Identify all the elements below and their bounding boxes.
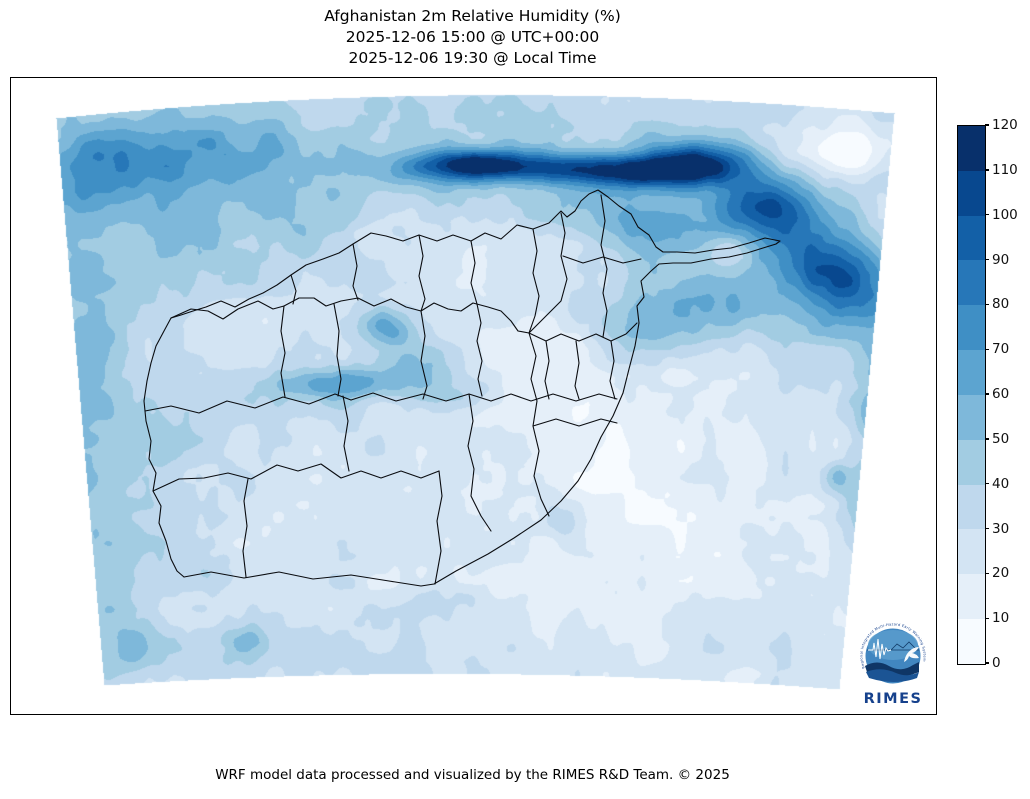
province-boundary-line <box>280 305 286 398</box>
colorbar-tick <box>985 527 989 530</box>
province-boundary-line <box>532 418 618 427</box>
colorbar-tick-label: 100 <box>992 206 1018 223</box>
province-boundary-line <box>342 395 350 472</box>
province-boundary-line <box>152 463 440 492</box>
colorbar-segment <box>958 394 985 440</box>
colorbar-segment <box>958 126 985 171</box>
bird-icon <box>904 647 919 662</box>
title-block: Afghanistan 2m Relative Humidity (%) 202… <box>10 6 935 69</box>
colorbar-tick-label: 60 <box>992 386 1010 402</box>
colorbar-segment <box>958 350 985 395</box>
colorbar-tick <box>985 393 989 395</box>
colorbar-tick-label: 10 <box>992 610 1010 627</box>
colorbar-tick <box>985 124 989 126</box>
province-boundary-line <box>609 340 616 400</box>
province-boundary-line <box>352 243 359 301</box>
province-boundary-line <box>144 393 352 414</box>
province-boundary-line <box>574 340 580 400</box>
seismograph-icon <box>868 638 892 660</box>
colorbar-tick <box>985 258 989 261</box>
province-boundary-line <box>333 303 342 397</box>
province-boundary-line <box>490 393 618 402</box>
colorbar-segment <box>958 484 985 530</box>
colorbar-tick <box>985 303 989 306</box>
province-boundary-line <box>600 194 608 338</box>
wave2-icon <box>866 669 919 682</box>
colorbar-segment <box>958 439 985 485</box>
province-boundary-line <box>420 310 428 400</box>
colorbar-tick <box>985 617 989 619</box>
province-boundary-line <box>290 274 297 305</box>
title-line-1: Afghanistan 2m Relative Humidity (%) <box>324 7 621 25</box>
province-boundaries <box>143 189 781 587</box>
colorbar-tick <box>985 572 989 575</box>
colorbar-tick-label: 0 <box>992 655 1001 671</box>
colorbar-segment <box>958 305 985 351</box>
colorbar-segment <box>958 260 985 306</box>
title-line-2: 2025-12-06 15:00 @ UTC+00:00 <box>345 28 600 46</box>
colorbar <box>957 125 986 665</box>
colorbar-segment <box>958 170 985 216</box>
province-boundary-line <box>434 470 443 585</box>
province-boundary-line <box>528 228 540 334</box>
title-line-3: 2025-12-06 19:30 @ Local Time <box>348 49 597 67</box>
colorbar-segment <box>958 619 985 664</box>
colorbar-tick-label: 80 <box>992 296 1010 313</box>
colorbar-tick-label: 70 <box>992 341 1010 358</box>
map-plot-area <box>10 77 937 715</box>
colorbar-segment <box>958 529 985 575</box>
province-boundary-line <box>170 297 530 334</box>
colorbar-tick-label: 30 <box>992 520 1010 537</box>
colorbar-tick <box>985 169 989 171</box>
logo-wordmark: RIMES <box>864 691 923 707</box>
province-boundary-line <box>528 212 568 334</box>
mountain-icon <box>890 641 918 651</box>
colorbar-tick <box>985 438 989 440</box>
colorbar-tick-label: 40 <box>992 475 1010 492</box>
province-boundary-line <box>528 322 638 342</box>
country-outline <box>143 189 781 587</box>
footer-credit: WRF model data processed and visualized … <box>215 767 730 783</box>
colorbar-segment <box>958 574 985 620</box>
province-boundary-line <box>418 234 426 312</box>
colorbar-tick-label: 90 <box>992 251 1010 268</box>
province-boundary-line <box>544 340 550 400</box>
colorbar-tick-label: 120 <box>992 117 1018 133</box>
colorbar-tick-label: 110 <box>992 161 1018 178</box>
province-boundary-line <box>562 255 642 264</box>
colorbar-tick <box>985 348 989 350</box>
colorbar-tick-label: 50 <box>992 430 1010 447</box>
colorbar-tick <box>985 483 989 485</box>
colorbar-tick-label: 20 <box>992 565 1010 582</box>
province-boundary-line <box>242 478 249 578</box>
province-boundary-line <box>467 393 492 532</box>
colorbar-tick <box>985 214 989 216</box>
province-boundary-line <box>476 303 483 397</box>
colorbar-tick <box>985 662 989 664</box>
colorbar-segment <box>958 215 985 261</box>
province-boundary-line <box>470 240 478 305</box>
rimes-logo: Regional Integrated Multi-Hazard Early W… <box>859 622 927 707</box>
